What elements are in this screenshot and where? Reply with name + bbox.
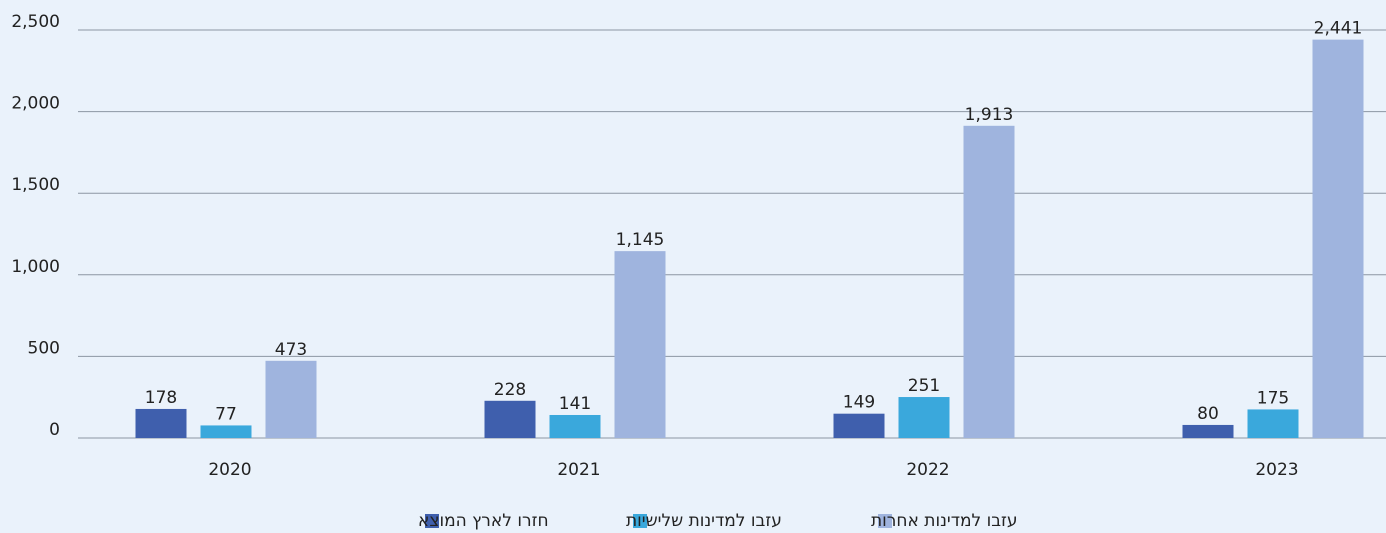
data-label: 473: [275, 340, 307, 360]
legend-swatch: [425, 514, 439, 528]
data-label: 1,913: [965, 105, 1014, 125]
x-tick-label: 2020: [208, 460, 251, 480]
data-label: 1,145: [616, 230, 665, 250]
bar: [1182, 424, 1234, 438]
bar: [963, 125, 1015, 438]
bar: [484, 400, 536, 438]
data-label: 2,441: [1314, 19, 1363, 39]
bar: [265, 360, 317, 438]
data-label: 251: [908, 376, 940, 396]
x-tick-label: 2022: [906, 460, 949, 480]
bar: [549, 414, 601, 438]
legend-label: עזבו למדינות שלישיות: [626, 511, 782, 531]
x-tick-label: 2023: [1255, 460, 1298, 480]
y-tick-label: 1,000: [11, 257, 60, 277]
data-label: 149: [843, 393, 875, 413]
y-tick-label: 2,000: [11, 94, 60, 114]
legend-label: חזרו לארץ המוצא: [418, 511, 549, 531]
y-tick-label: 2,500: [11, 12, 60, 32]
bar: [833, 413, 885, 438]
x-tick-label: 2021: [557, 460, 600, 480]
bar: [898, 397, 950, 438]
legend-swatch: [878, 514, 892, 528]
bar: [614, 251, 666, 438]
data-label: 77: [215, 404, 237, 424]
data-label: 80: [1197, 404, 1219, 424]
data-label: 178: [145, 388, 177, 408]
legend-swatch: [633, 514, 647, 528]
bar: [1312, 39, 1364, 439]
y-tick-label: 500: [28, 338, 60, 358]
y-tick-label: 1,500: [11, 175, 60, 195]
data-label: 141: [559, 394, 591, 414]
bar: [135, 408, 187, 438]
bar: [1247, 409, 1299, 438]
data-label: 228: [494, 380, 526, 400]
data-label: 175: [1257, 388, 1289, 408]
y-tick-label: 0: [49, 420, 60, 440]
bar: [200, 425, 252, 438]
legend-label: עזבו למדינות אחרות: [871, 511, 1018, 531]
